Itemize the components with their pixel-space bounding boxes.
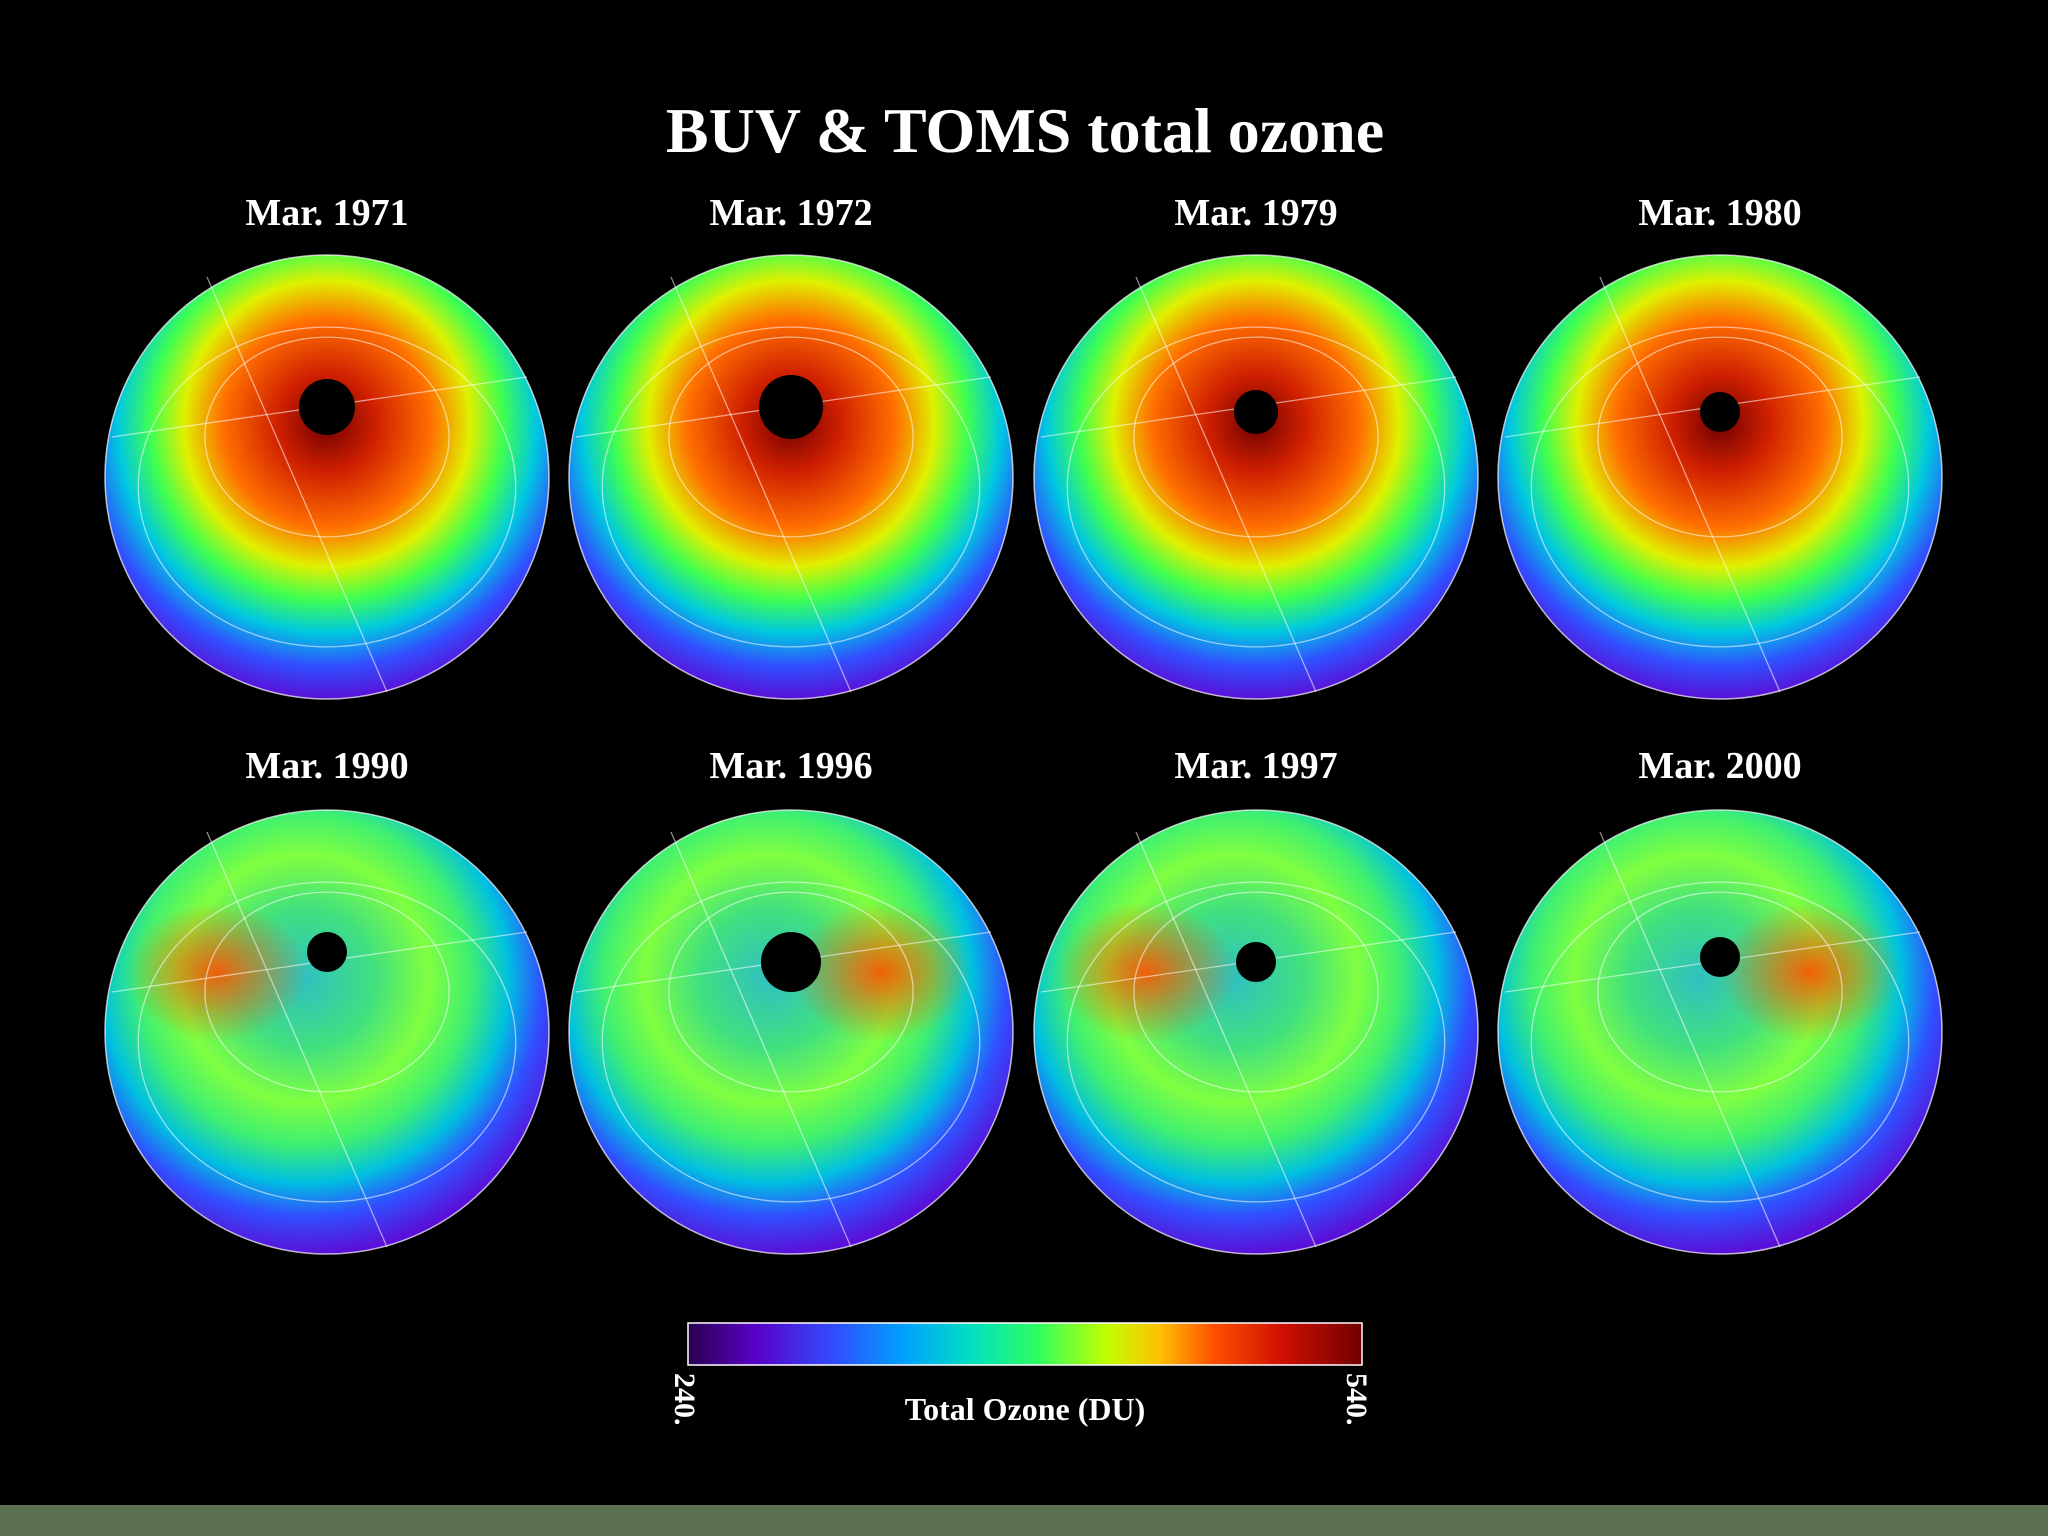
meridian	[1599, 831, 1781, 1248]
meridian	[1135, 276, 1317, 693]
footer-bar	[0, 1505, 2048, 1536]
panel-label: Mar. 1997	[1174, 745, 1337, 787]
meridian	[206, 831, 388, 1248]
polar-gap	[1236, 942, 1276, 982]
globe-outline	[568, 809, 1014, 1255]
latitude-line	[204, 891, 450, 1093]
panels: Mar. 1971 Mar. 1972 Mar. 1979 Mar. 1980 Mar.…	[104, 192, 1943, 1255]
globe	[1497, 254, 1943, 700]
globe-disc	[1498, 810, 1942, 1254]
globe-disc	[1498, 255, 1942, 699]
meridian	[670, 276, 852, 693]
colorbar	[687, 1322, 1363, 1366]
polar-gap	[299, 379, 355, 435]
colorbar-max-label: 540.	[1340, 1373, 1373, 1426]
polar-gap	[307, 932, 347, 972]
meridian	[1135, 831, 1317, 1248]
panel-label: Mar. 1979	[1174, 192, 1337, 234]
globe	[1497, 809, 1943, 1255]
globe-disc	[105, 255, 549, 699]
globe	[104, 809, 550, 1255]
colorbar-min-label: 240.	[668, 1373, 701, 1426]
globe	[1033, 809, 1479, 1255]
latitude-line	[668, 336, 914, 538]
colorbar-title: Total Ozone (DU)	[905, 1391, 1146, 1427]
title: BUV & TOMS total ozone	[666, 95, 1384, 166]
latitude-line	[137, 881, 517, 1203]
latitude-line	[1530, 326, 1910, 648]
globe-outline	[1497, 254, 1943, 700]
globe	[1033, 254, 1479, 700]
meridian	[670, 831, 852, 1248]
ozone-high	[1056, 902, 1236, 1042]
ozone-high	[127, 902, 307, 1042]
globe-outline	[1033, 254, 1479, 700]
globe-disc	[569, 255, 1013, 699]
panel-label: Mar. 1971	[245, 192, 408, 234]
latitude-line	[1066, 881, 1446, 1203]
globe	[568, 809, 1014, 1255]
latitude-line	[1133, 336, 1379, 538]
latitude-line	[601, 326, 981, 648]
panel-label: Mar. 1980	[1638, 192, 1801, 234]
globe-disc	[569, 810, 1013, 1254]
polar-gap	[1700, 392, 1740, 432]
globe-outline	[104, 809, 550, 1255]
globe	[104, 254, 550, 700]
ozone-high	[1720, 902, 1900, 1042]
panel-label: Mar. 1972	[709, 192, 872, 234]
ozone-high	[791, 902, 971, 1042]
latitude-line	[1530, 881, 1910, 1203]
meridian	[206, 276, 388, 693]
polar-gap	[759, 375, 823, 439]
latitude-line	[137, 326, 517, 648]
meridian	[1599, 276, 1781, 693]
latitude-line	[1066, 326, 1446, 648]
polar-gap	[1700, 937, 1740, 977]
polar-gap	[1234, 390, 1278, 434]
latitude-line	[601, 881, 981, 1203]
latitude-line	[1597, 891, 1843, 1093]
globe-outline	[568, 254, 1014, 700]
panel-label: Mar. 2000	[1638, 745, 1801, 787]
polar-gap	[761, 932, 821, 992]
panel-label: Mar. 1990	[245, 745, 408, 787]
globe-outline	[104, 254, 550, 700]
globe-outline	[1033, 809, 1479, 1255]
latitude-line	[1133, 891, 1379, 1093]
latitude-line	[668, 891, 914, 1093]
panel-label: Mar. 1996	[709, 745, 872, 787]
globe	[568, 254, 1014, 700]
latitude-line	[204, 336, 450, 538]
globe-outline	[1497, 809, 1943, 1255]
globe-disc	[1034, 255, 1478, 699]
latitude-line	[1597, 336, 1843, 538]
